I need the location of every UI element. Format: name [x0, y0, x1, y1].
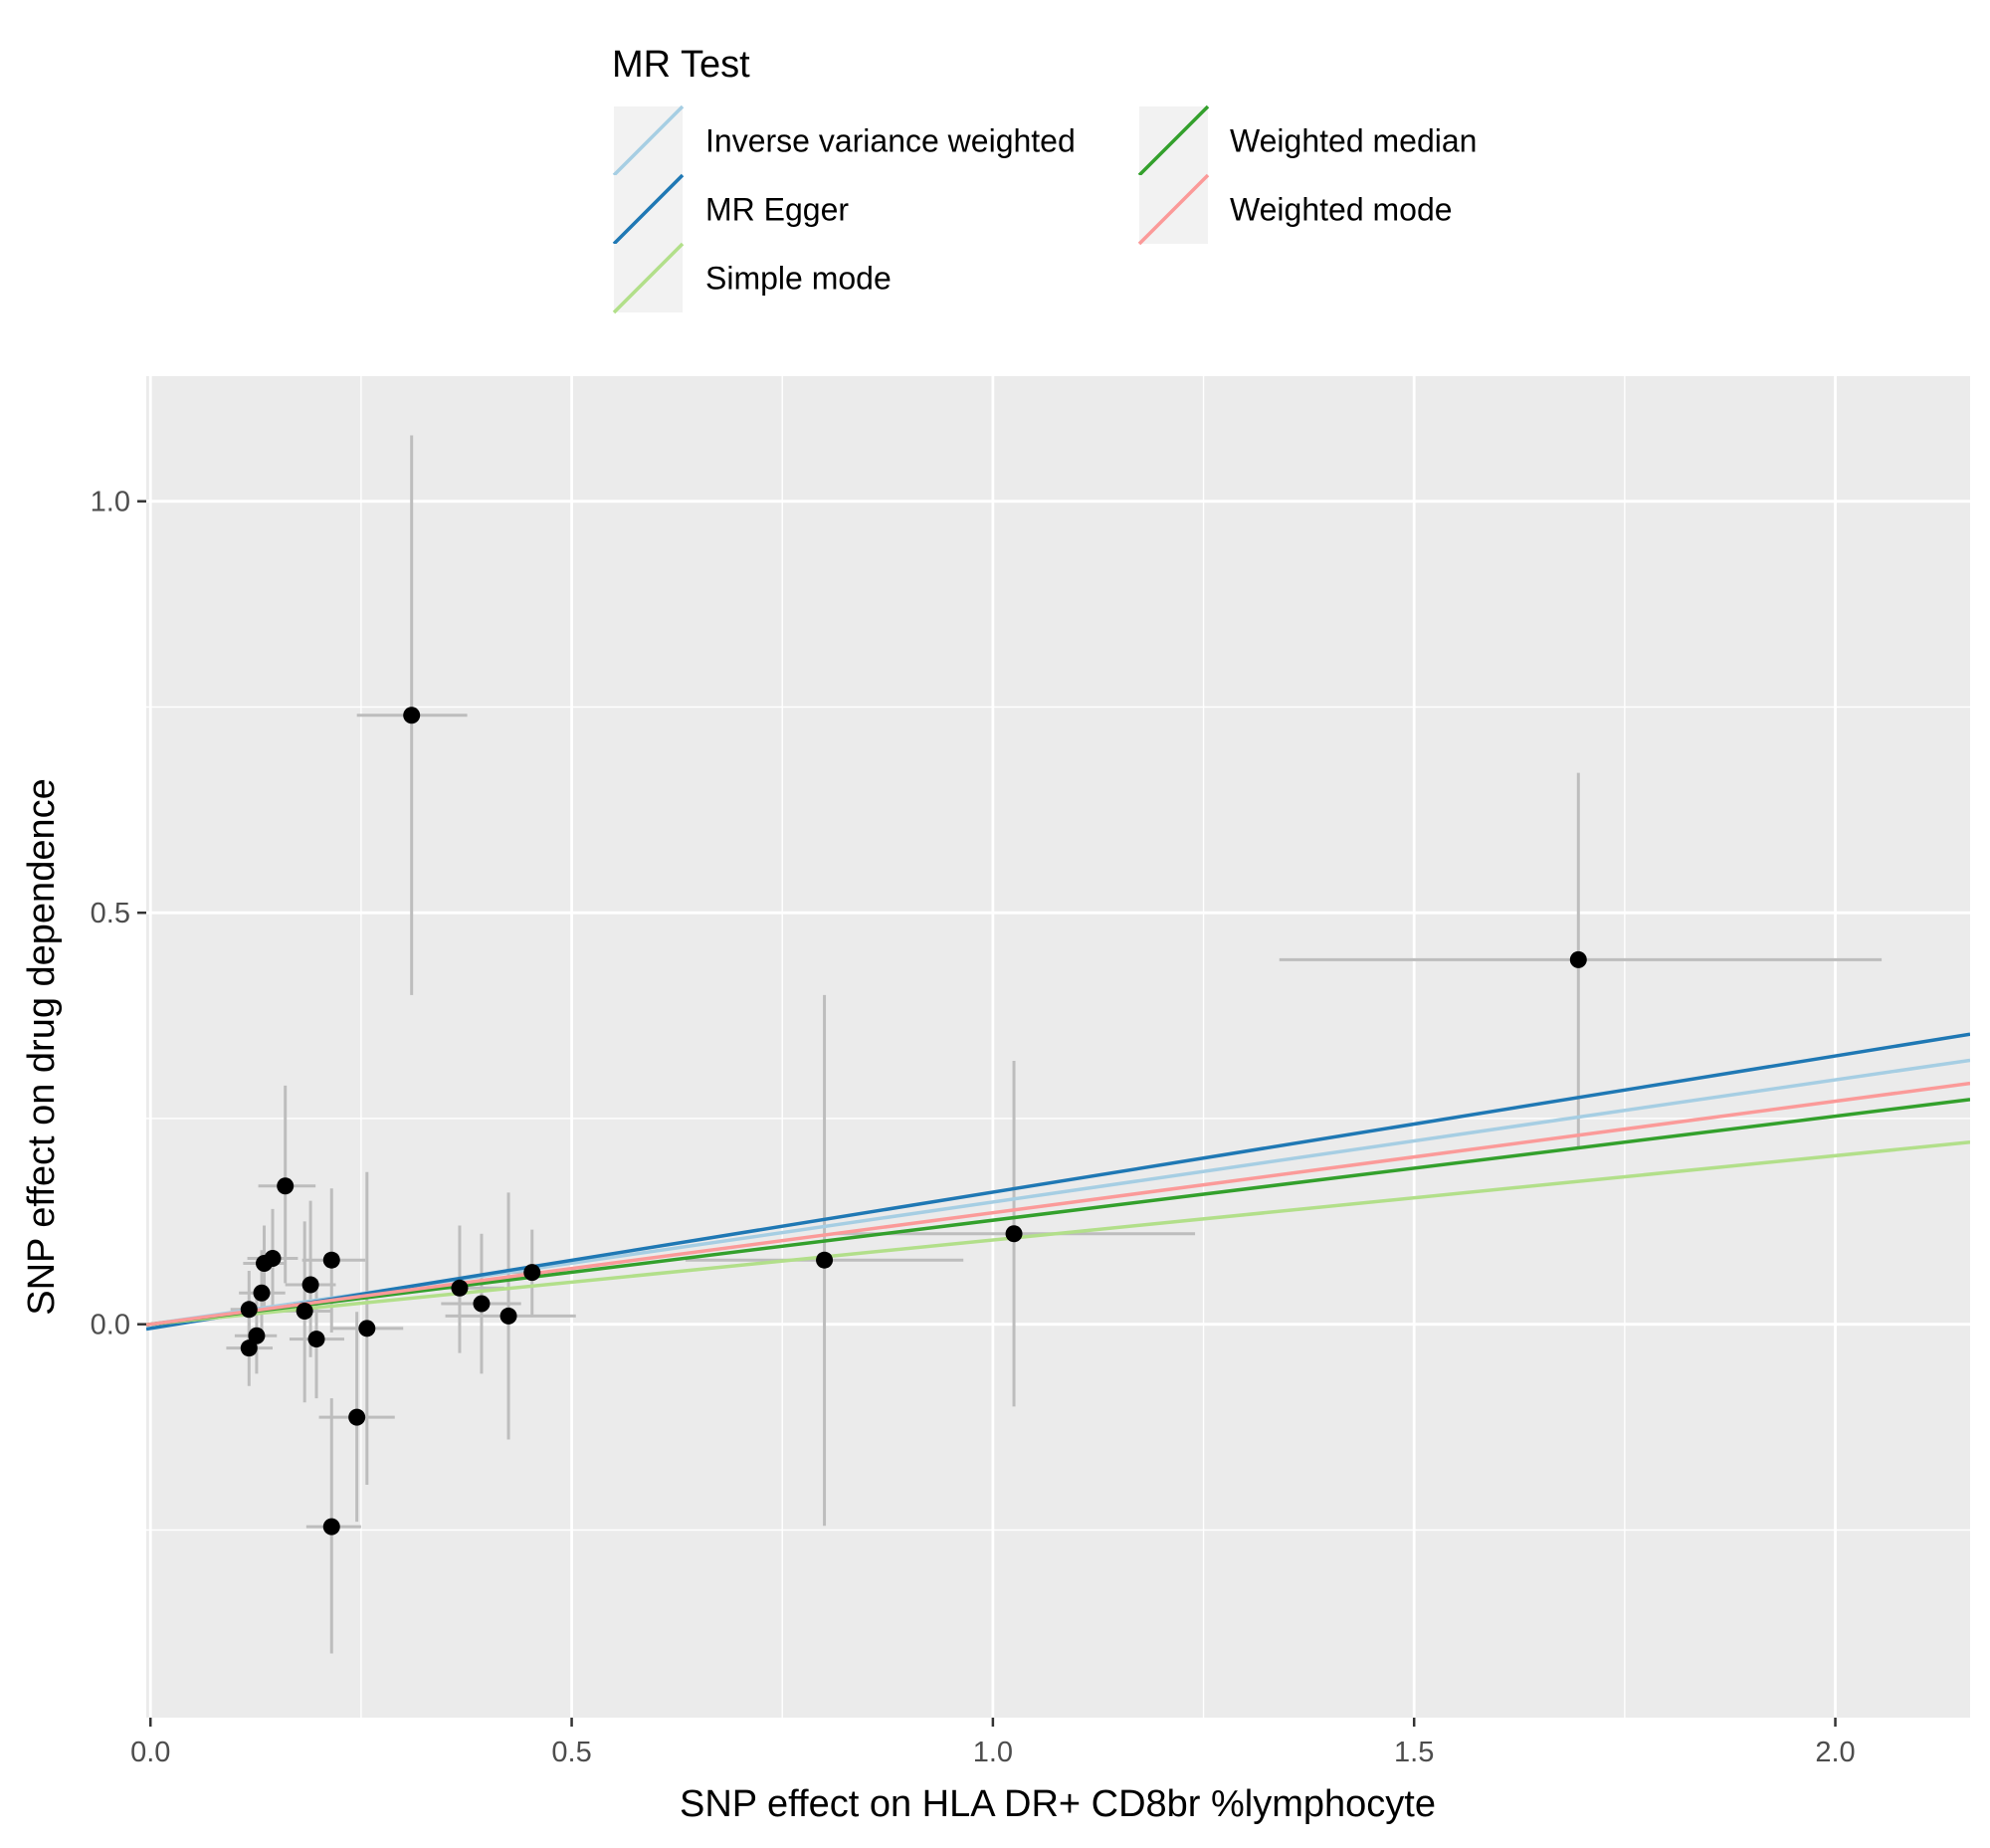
- data-point: [307, 1331, 325, 1348]
- data-point: [240, 1301, 258, 1319]
- legend-label: Weighted median: [1230, 123, 1477, 159]
- fit-line-simple-mode: [146, 1140, 1970, 1327]
- legend: MR Test Inverse variance weighted MR Egge…: [612, 44, 1477, 314]
- legend-key-line: [1137, 173, 1210, 246]
- legend-label: Simple mode: [705, 261, 892, 297]
- data-point: [523, 1264, 541, 1282]
- x-tick-label: 0.0: [130, 1737, 170, 1768]
- data-point: [322, 1518, 340, 1536]
- legend-key-line: [612, 173, 685, 246]
- legend-title: MR Test: [612, 44, 750, 86]
- data-point: [451, 1279, 469, 1297]
- data-points: [240, 707, 1587, 1536]
- x-axis-title: SNP effect on HLA DR+ CD8br %lymphocyte: [680, 1783, 1436, 1825]
- legend-label: MR Egger: [705, 192, 849, 228]
- plot-panel: [146, 376, 1970, 1718]
- legend-label: Inverse variance weighted: [705, 123, 1076, 159]
- fit-line-weighted-median: [146, 1098, 1970, 1327]
- data-point: [1569, 950, 1587, 968]
- fit-line-weighted-mode: [146, 1081, 1970, 1327]
- grid-minor: [146, 376, 1970, 1718]
- data-point: [322, 1251, 340, 1269]
- data-point: [248, 1327, 266, 1344]
- data-point: [296, 1302, 313, 1320]
- y-tick-label: 0.5: [91, 898, 130, 929]
- data-point: [253, 1284, 271, 1302]
- legend-label: Weighted mode: [1230, 192, 1453, 228]
- y-axis-title: SNP effect on drug dependence: [21, 778, 63, 1315]
- data-point: [240, 1339, 258, 1357]
- data-point: [816, 1251, 834, 1269]
- legend-key-line: [612, 104, 685, 177]
- x-tick-label: 1.0: [973, 1737, 1013, 1768]
- y-axis: 0.0 0.5 1.0: [91, 487, 146, 1341]
- x-tick-label: 2.0: [1815, 1737, 1855, 1768]
- legend-key-line: [612, 242, 685, 314]
- data-point: [301, 1276, 319, 1294]
- data-point: [277, 1177, 295, 1195]
- y-tick-label: 0.0: [91, 1310, 130, 1341]
- data-point: [358, 1320, 376, 1337]
- grid-major: [146, 376, 1970, 1718]
- data-point: [1005, 1225, 1023, 1243]
- fit-line-mr-egger: [146, 1032, 1970, 1332]
- fit-lines: [146, 1032, 1970, 1332]
- data-point: [348, 1408, 366, 1426]
- x-tick-label: 0.5: [551, 1737, 591, 1768]
- y-tick-label: 1.0: [91, 487, 130, 518]
- data-point: [473, 1295, 491, 1313]
- data-point: [256, 1254, 274, 1272]
- x-tick-label: 1.5: [1394, 1737, 1434, 1768]
- data-point: [499, 1307, 517, 1325]
- data-point: [403, 707, 421, 724]
- x-axis: 0.0 0.5 1.0 1.5 2.0: [130, 1718, 1856, 1768]
- legend-key-line: [1137, 104, 1210, 177]
